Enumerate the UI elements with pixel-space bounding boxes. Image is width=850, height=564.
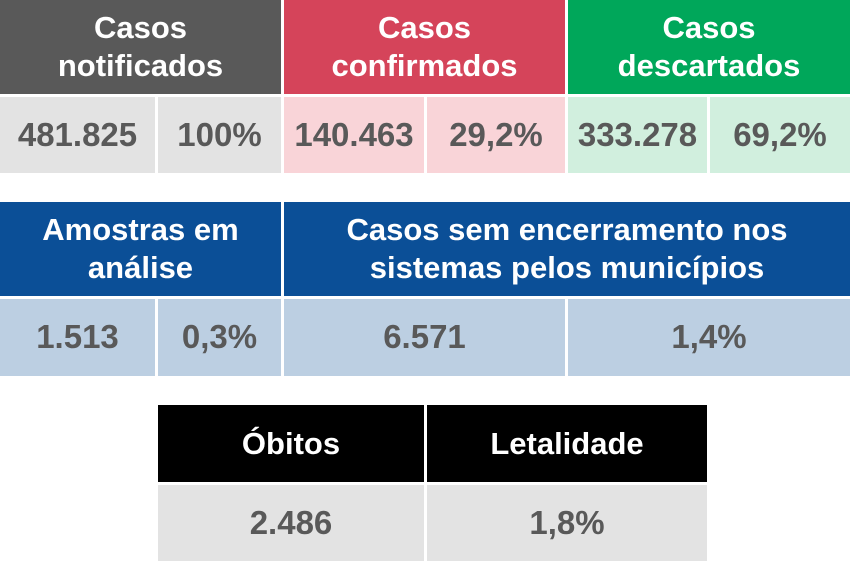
header-notificados-line2: notificados <box>57 48 224 83</box>
confirmados-count: 140.463 <box>284 97 424 173</box>
obitos-count: 2.486 <box>158 485 424 561</box>
sem-encerramento-count: 6.571 <box>284 299 565 376</box>
header-sem-encerramento-line1: Casos sem encerramento nos <box>346 212 788 248</box>
header-descartados-line2: descartados <box>617 48 801 83</box>
header-confirmados-line2: confirmados <box>331 48 518 83</box>
header-descartados-line1: Casos <box>662 10 756 46</box>
letalidade-percent: 1,8% <box>427 485 707 561</box>
confirmados-percent: 29,2% <box>427 97 565 173</box>
header-letalidade: Letalidade <box>427 405 707 482</box>
notificados-count: 481.825 <box>0 97 155 173</box>
header-sem-encerramento-line2: sistemas pelos municípios <box>369 250 765 285</box>
header-notificados-line1: Casos <box>93 10 188 46</box>
notificados-percent: 100% <box>158 97 281 173</box>
header-casos-confirmados: Casos confirmados <box>284 0 565 94</box>
header-casos-descartados: Casos descartados <box>568 0 850 94</box>
amostras-count: 1.513 <box>0 299 155 376</box>
amostras-percent: 0,3% <box>158 299 281 376</box>
header-casos-sem-encerramento: Casos sem encerramento nos sistemas pelo… <box>284 202 850 296</box>
header-casos-notificados: Casos notificados <box>0 0 281 94</box>
header-obitos: Óbitos <box>158 405 424 482</box>
header-amostras-em-analise: Amostras em análise <box>0 202 281 296</box>
header-amostras-line2: análise <box>87 250 194 285</box>
sem-encerramento-percent: 1,4% <box>568 299 850 376</box>
descartados-percent: 69,2% <box>710 97 850 173</box>
header-confirmados-line1: Casos <box>377 10 472 46</box>
descartados-count: 333.278 <box>568 97 707 173</box>
header-amostras-line1: Amostras em <box>42 212 239 248</box>
